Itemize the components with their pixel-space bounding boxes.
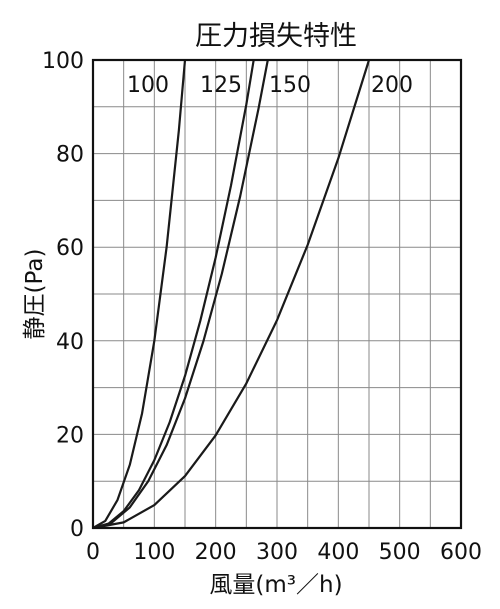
y-axis-title: 静圧(Pa) bbox=[22, 249, 48, 340]
series-label-100: 100 bbox=[127, 73, 169, 98]
x-tick-label: 400 bbox=[317, 540, 359, 565]
series-line-100 bbox=[92, 59, 187, 529]
plot-frame bbox=[91, 58, 463, 530]
series-labels: 100 125 150 200 bbox=[127, 73, 413, 98]
x-tick-label: 0 bbox=[86, 540, 100, 565]
series-line-150 bbox=[92, 59, 269, 530]
series-line-125 bbox=[92, 59, 255, 530]
curves bbox=[92, 59, 371, 530]
y-tick-label: 20 bbox=[56, 423, 84, 448]
series-line-200 bbox=[92, 59, 371, 530]
x-tick-label: 200 bbox=[195, 540, 237, 565]
x-tick-label: 600 bbox=[440, 540, 482, 565]
grid bbox=[93, 60, 461, 528]
y-tick-label: 40 bbox=[56, 330, 84, 355]
chart-title: 圧力損失特性 bbox=[195, 21, 357, 52]
y-tick-label: 60 bbox=[56, 236, 84, 261]
y-axis-ticks: 0 20 40 60 80 100 bbox=[42, 49, 84, 542]
x-axis-ticks: 0 100 200 300 400 500 600 bbox=[86, 540, 482, 565]
x-axis-title: 風量(m³／h) bbox=[209, 572, 342, 598]
y-tick-label: 0 bbox=[70, 517, 84, 542]
series-label-125: 125 bbox=[200, 73, 242, 98]
series-label-150: 150 bbox=[269, 73, 311, 98]
y-tick-label: 100 bbox=[42, 49, 84, 74]
x-tick-label: 100 bbox=[133, 540, 175, 565]
series-label-200: 200 bbox=[371, 73, 413, 98]
x-tick-label: 500 bbox=[379, 540, 421, 565]
y-tick-label: 80 bbox=[56, 143, 84, 168]
x-tick-label: 300 bbox=[256, 540, 298, 565]
